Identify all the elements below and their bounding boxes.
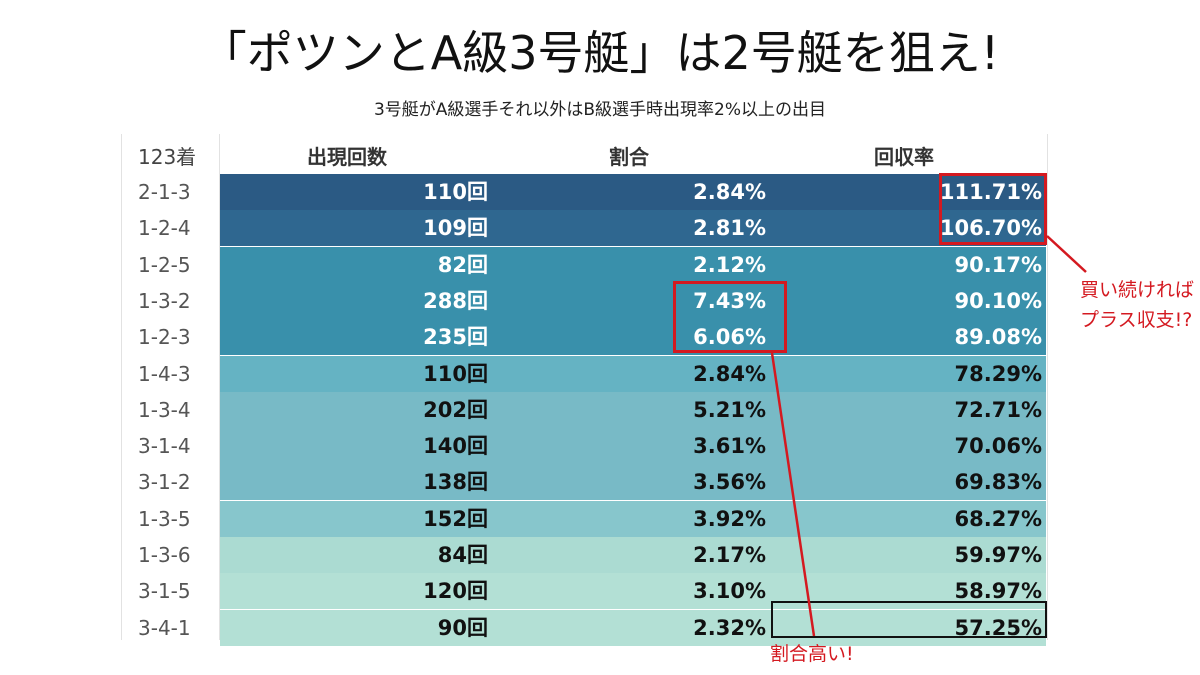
cell-return: 78.29% [954, 362, 1042, 386]
cell-return: 70.06% [954, 434, 1042, 458]
row-label-combo: 1-3-4 [138, 398, 191, 422]
row-label-combo: 1-2-3 [138, 325, 191, 349]
header-share: 割合 [609, 145, 649, 169]
table-left-border [121, 134, 122, 640]
cell-return: 90.17% [954, 253, 1042, 277]
cell-share: 7.43% [693, 289, 766, 313]
cell-return: 89.08% [954, 325, 1042, 349]
table-row: 202回 5.21% 72.71% [220, 392, 1046, 428]
outline-box-last-row [771, 601, 1047, 638]
row-label-combo: 3-1-4 [138, 434, 191, 458]
table-row: 109回 2.81% 106.70% [220, 210, 1046, 246]
row-label-combo: 2-1-3 [138, 180, 191, 204]
table-row: 84回 2.17% 59.97% [220, 537, 1046, 573]
label-column-divider [219, 134, 220, 640]
header-combo: 123着 [138, 145, 197, 169]
cell-return: 69.83% [954, 470, 1042, 494]
cell-count: 110回 [423, 180, 488, 204]
cell-share: 3.10% [693, 579, 766, 603]
cell-share: 2.32% [693, 616, 766, 640]
table-row: 235回 6.06% 89.08% [220, 319, 1046, 355]
row-label-combo: 3-1-2 [138, 470, 191, 494]
cell-count: 109回 [423, 216, 488, 240]
highlight-box-return [939, 173, 1047, 245]
cell-share: 3.56% [693, 470, 766, 494]
cell-count: 138回 [423, 470, 488, 494]
page-title: 「ポツンとA級3号艇」は2号艇を狙え! [200, 26, 1000, 80]
cell-share: 2.12% [693, 253, 766, 277]
leader-line-share [770, 352, 816, 637]
return-note-line2: プラス収支!? [1080, 309, 1193, 331]
cell-return: 111.71% [939, 180, 1042, 204]
leader-line-return [1046, 235, 1087, 273]
row-label-combo: 1-3-2 [138, 289, 191, 313]
row-label-combo: 1-3-6 [138, 543, 191, 567]
table-row: 90回 2.32% 57.25% [220, 610, 1046, 646]
cell-share: 3.92% [693, 507, 766, 531]
share-note: 割合高い! [770, 643, 854, 665]
cell-share: 2.81% [693, 216, 766, 240]
cell-return: 68.27% [954, 507, 1042, 531]
page-subtitle: 3号艇がA級選手それ以外はB級選手時出現率2%以上の出目 [373, 100, 827, 120]
cell-share: 6.06% [693, 325, 766, 349]
cell-count: 288回 [423, 289, 488, 313]
cell-return: 90.10% [954, 289, 1042, 313]
cell-return: 72.71% [954, 398, 1042, 422]
cell-return: 59.97% [954, 543, 1042, 567]
table-row: 138回 3.56% 69.83% [220, 464, 1046, 500]
cell-share: 2.84% [693, 180, 766, 204]
row-label-combo: 1-2-5 [138, 253, 191, 277]
table-row: 110回 2.84% 111.71% [220, 174, 1046, 210]
table-row: 82回 2.12% 90.17% [220, 247, 1046, 283]
cell-share: 3.61% [693, 434, 766, 458]
cell-count: 202回 [423, 398, 488, 422]
row-label-combo: 3-1-5 [138, 579, 191, 603]
cell-count: 152回 [423, 507, 488, 531]
row-label-combo: 1-4-3 [138, 362, 191, 386]
cell-count: 110回 [423, 362, 488, 386]
row-label-combo: 3-4-1 [138, 616, 191, 640]
cell-count: 235回 [423, 325, 488, 349]
header-count: 出現回数 [307, 145, 387, 169]
cell-count: 120回 [423, 579, 488, 603]
cell-count: 82回 [437, 253, 488, 277]
cell-share: 2.17% [693, 543, 766, 567]
highlight-box-share [673, 281, 787, 353]
table-row: 110回 2.84% 78.29% [220, 356, 1046, 392]
cell-return: 106.70% [939, 216, 1042, 240]
table-row: 288回 7.43% 90.10% [220, 283, 1046, 319]
table-row: 152回 3.92% 68.27% [220, 501, 1046, 537]
table-right-border [1047, 134, 1048, 640]
cell-count: 140回 [423, 434, 488, 458]
header-return: 回収率 [874, 145, 934, 169]
cell-share: 5.21% [693, 398, 766, 422]
cell-return: 58.97% [954, 579, 1042, 603]
row-label-combo: 1-2-4 [138, 216, 191, 240]
table-row: 140回 3.61% 70.06% [220, 428, 1046, 464]
cell-count: 90回 [437, 616, 488, 640]
return-note-line1: 買い続ければ [1080, 279, 1195, 301]
cell-share: 2.84% [693, 362, 766, 386]
row-label-combo: 1-3-5 [138, 507, 191, 531]
table-row: 120回 3.10% 58.97% [220, 573, 1046, 609]
cell-count: 84回 [437, 543, 488, 567]
